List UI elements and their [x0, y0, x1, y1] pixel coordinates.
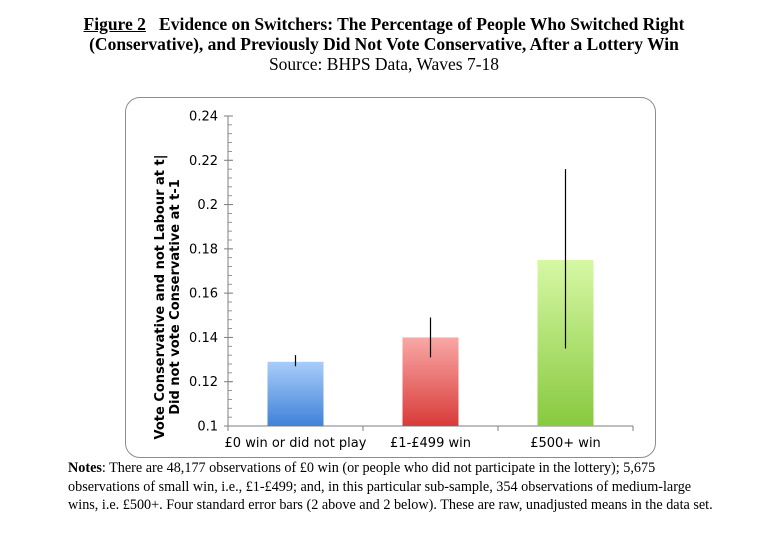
- title-line-1: Figure 2 Evidence on Switchers: The Perc…: [0, 14, 768, 34]
- x-tick-label: £0 win or did not play: [225, 436, 367, 451]
- y-tick-label: 0.12: [189, 375, 218, 390]
- x-tick-label: £500+ win: [530, 436, 601, 451]
- source-line: Source: BHPS Data, Waves 7-18: [268, 54, 500, 74]
- y-tick-label: 0.16: [189, 287, 218, 302]
- y-tick-label: 0.22: [189, 154, 218, 169]
- y-tick-label: 0.18: [189, 242, 218, 257]
- figure-title: Figure 2 Evidence on Switchers: The Perc…: [0, 14, 768, 74]
- figure-label: Figure 2: [83, 14, 146, 34]
- y-tick-label: 0.1: [197, 420, 218, 435]
- title-text-1: Evidence on Switchers: The Percentage of…: [159, 14, 685, 34]
- title-line-2: (Conservative), and Previously Did Not V…: [89, 34, 679, 54]
- notes-text: : There are 48,177 observations of £0 wi…: [68, 460, 713, 513]
- y-axis-title: Vote Conservative and not Labour at t| D…: [153, 154, 183, 439]
- y-tick-label: 0.14: [189, 331, 218, 346]
- y-tick-label: 0.24: [189, 110, 218, 125]
- y-axis-title-line-1: Vote Conservative and not Labour at t|: [153, 154, 168, 439]
- y-axis-title-line-2: Did not vote Conservative at t-1: [168, 179, 183, 415]
- x-tick-label: £1-£499 win: [390, 436, 471, 451]
- y-tick-label: 0.2: [197, 198, 218, 213]
- bar-chart: Vote Conservative and not Labour at t| D…: [153, 110, 634, 451]
- notes: Notes: There are 48,177 observations of …: [68, 459, 713, 515]
- notes-label: Notes: [68, 460, 102, 476]
- bar-1: [267, 361, 324, 426]
